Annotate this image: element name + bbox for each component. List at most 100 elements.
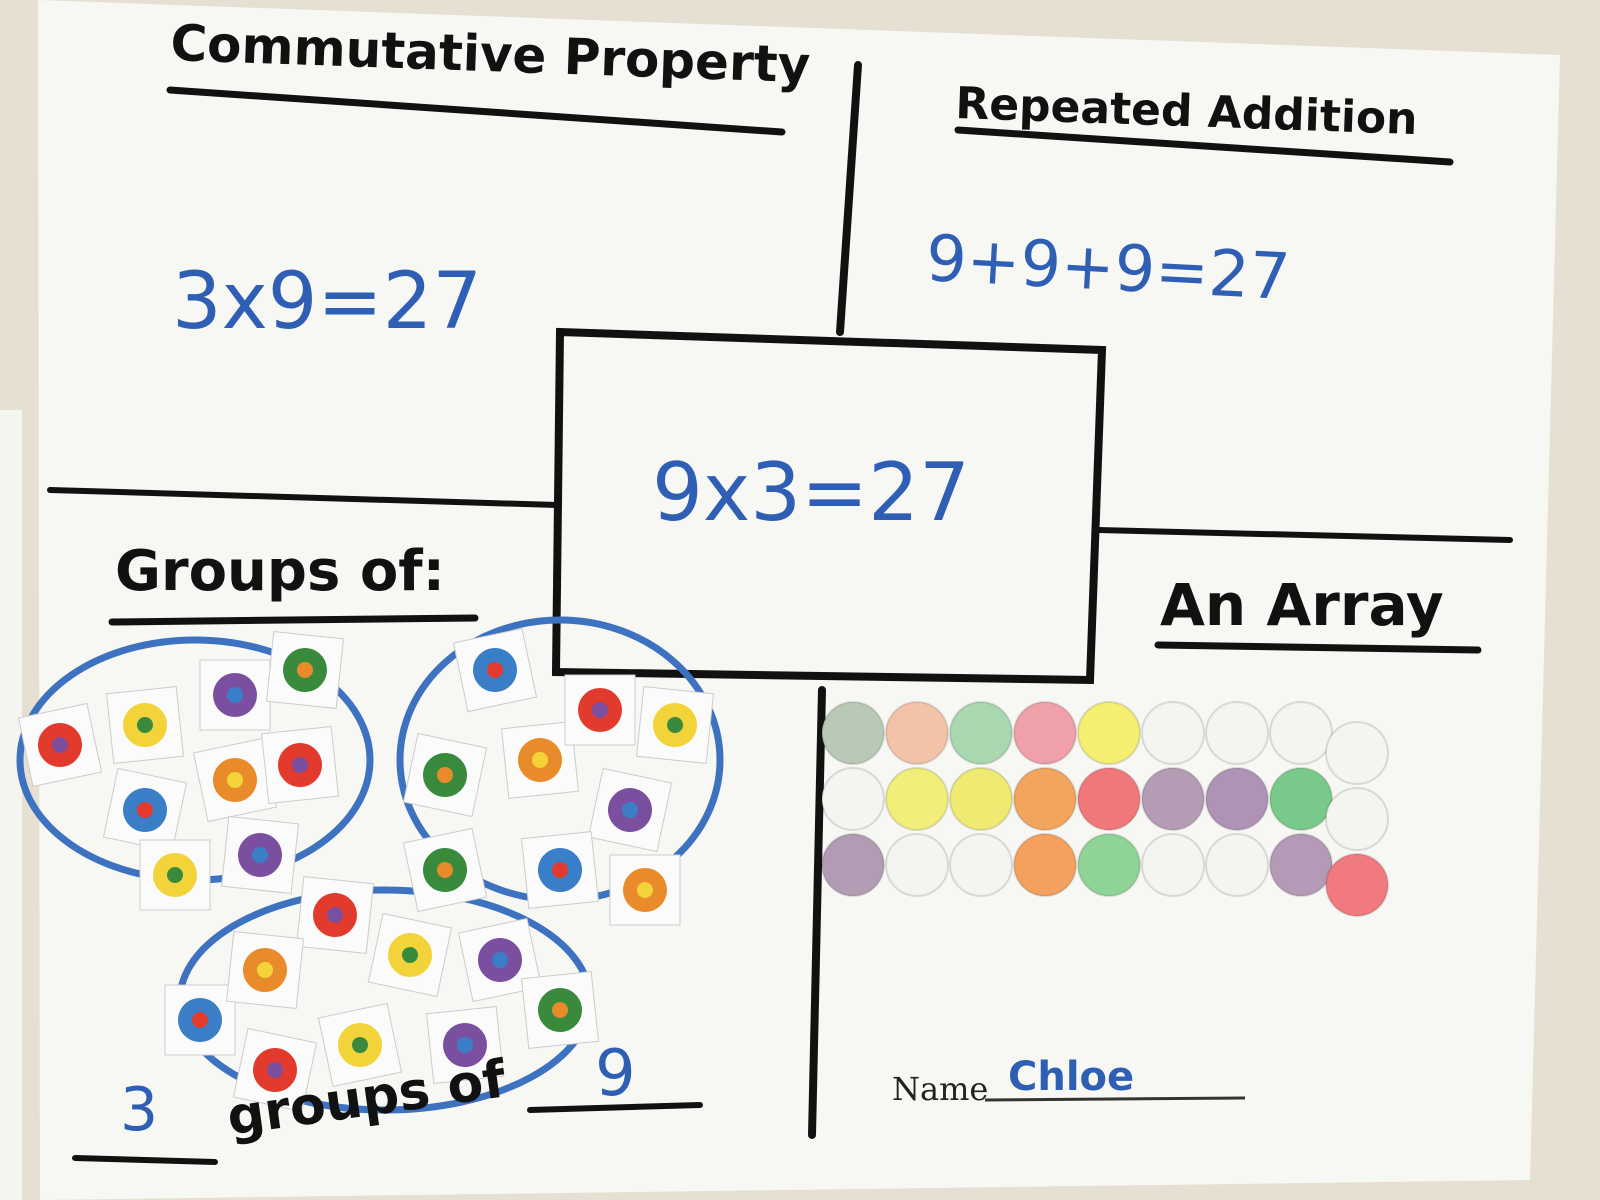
sticker-art <box>437 767 453 783</box>
sticker <box>520 830 600 910</box>
sticker-art <box>637 882 653 898</box>
sticker <box>199 659 271 731</box>
sticker-art <box>267 1062 283 1078</box>
sticker-art <box>352 1037 368 1053</box>
sticker <box>317 1002 403 1088</box>
sticker <box>225 930 305 1010</box>
divider <box>47 487 560 508</box>
candy <box>1141 701 1205 765</box>
sticker <box>457 917 543 1003</box>
divider <box>808 686 826 1139</box>
sticker-art <box>552 1002 568 1018</box>
neighbor-paper <box>0 410 22 1200</box>
sticker-art <box>457 1037 473 1053</box>
sticker <box>425 1005 505 1085</box>
sticker <box>367 912 453 998</box>
center-box <box>551 327 1107 685</box>
sticker <box>17 702 103 788</box>
equation: 3x9=27 <box>172 257 482 347</box>
sticker-art <box>622 802 638 818</box>
candy <box>949 767 1013 831</box>
blank-line <box>72 1155 218 1165</box>
group-size: 9 <box>595 1037 636 1111</box>
underline <box>108 614 479 626</box>
candy <box>949 701 1013 765</box>
sticker-art <box>487 662 503 678</box>
candy <box>1141 833 1205 897</box>
candy <box>1269 701 1333 765</box>
section-title: An Array <box>1160 571 1444 639</box>
candy <box>1205 833 1269 897</box>
underline <box>166 86 786 136</box>
name-line <box>984 1096 1246 1102</box>
candy <box>1205 701 1269 765</box>
sticker-art <box>257 962 273 978</box>
name-label: Name <box>892 1070 988 1108</box>
sticker <box>520 970 600 1050</box>
sticker <box>105 685 185 765</box>
sticker-art <box>327 907 343 923</box>
candy <box>1141 767 1205 831</box>
candy <box>1013 767 1077 831</box>
candy <box>1077 767 1141 831</box>
sticker <box>265 630 345 710</box>
sticker <box>102 767 188 853</box>
candy <box>1013 701 1077 765</box>
sticker <box>139 839 211 911</box>
underline <box>1154 641 1482 654</box>
section-title: Groups of: <box>115 539 445 604</box>
sticker-art <box>137 802 153 818</box>
sticker <box>164 984 236 1056</box>
sticker-art <box>492 952 508 968</box>
candy <box>1269 767 1333 831</box>
sticker-art <box>137 717 153 733</box>
sticker <box>192 737 278 823</box>
candy <box>1013 833 1077 897</box>
sticker-art <box>297 662 313 678</box>
sticker <box>260 725 340 805</box>
sticker-art <box>532 752 548 768</box>
stickers <box>17 627 715 1113</box>
sticker <box>609 854 681 926</box>
sticker-art <box>167 867 183 883</box>
sticker <box>295 875 375 955</box>
sticker-art <box>552 862 568 878</box>
candy <box>1325 721 1389 785</box>
candy <box>885 833 949 897</box>
equation: 9x3=27 <box>652 446 970 539</box>
candy <box>821 767 885 831</box>
sticker <box>452 627 538 713</box>
sticker-art <box>227 772 243 788</box>
name-value: Chloe <box>1008 1054 1134 1100</box>
underline <box>954 126 1454 166</box>
sticker-art <box>52 737 68 753</box>
sticker-art <box>437 862 453 878</box>
candy <box>821 833 885 897</box>
sticker <box>635 685 715 765</box>
candy <box>885 701 949 765</box>
candy-array <box>821 701 1389 917</box>
group-count: 3 <box>120 1075 158 1145</box>
sticker <box>402 827 488 913</box>
sticker-art <box>592 702 608 718</box>
candy <box>1077 833 1141 897</box>
sticker-art <box>402 947 418 963</box>
divider <box>1095 527 1513 543</box>
sticker <box>587 767 673 853</box>
candy <box>949 833 1013 897</box>
divider <box>836 61 862 336</box>
candy <box>1077 701 1141 765</box>
sticker <box>402 732 488 818</box>
candy <box>1269 833 1333 897</box>
sticker-art <box>252 847 268 863</box>
candy <box>1325 787 1389 851</box>
sticker-art <box>192 1012 208 1028</box>
sticker <box>220 815 300 895</box>
sticker-art <box>227 687 243 703</box>
candy <box>1205 767 1269 831</box>
candy <box>1325 853 1389 917</box>
sticker-art <box>292 757 308 773</box>
sticker <box>564 674 636 746</box>
sticker-art <box>667 717 683 733</box>
